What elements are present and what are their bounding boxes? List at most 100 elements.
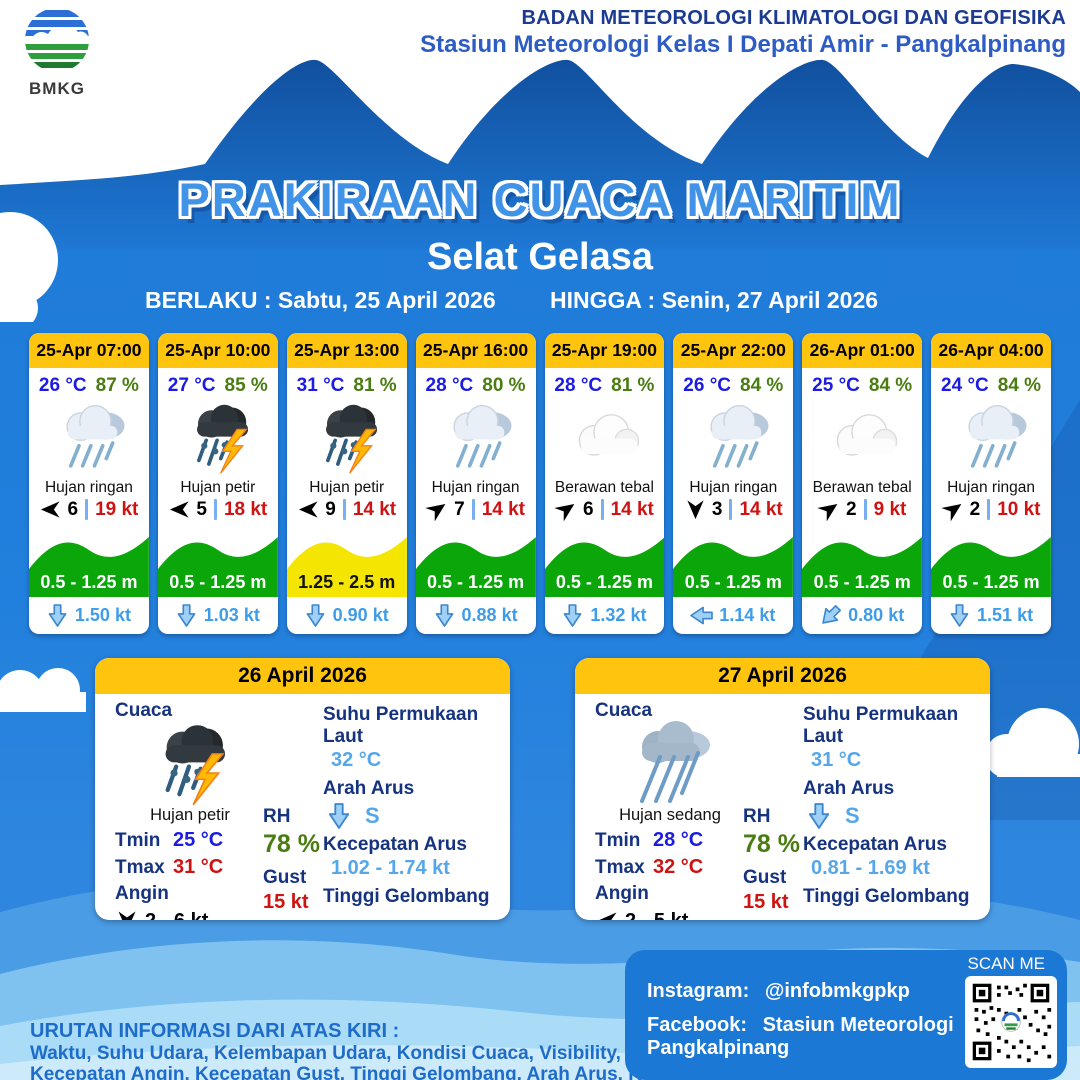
legend-title: URUTAN INFORMASI DARI ATAS KIRI : [30, 1020, 400, 1042]
wind-range: 2 - 6 kt [145, 910, 208, 921]
instagram-handle: @infobmkgpkp [764, 980, 910, 1002]
wind-row: 9 14 kt [287, 498, 407, 521]
wave-height-band: 0.1 - 0.5 m [803, 914, 963, 920]
wind-row: 2 10 kt [931, 498, 1051, 522]
tmax-value: 32 °C [653, 856, 704, 878]
current-speed: 1.03 kt [203, 605, 260, 625]
forecast-time: 25-Apr 10:00 [157, 333, 278, 368]
current-direction-icon [305, 603, 326, 628]
sst-label: Suhu Permukaan Laut [323, 704, 479, 747]
legend-line1: Waktu, Suhu Udara, Kelembapan Udara, Kon… [30, 1043, 733, 1064]
air-temperature: 31 °C [296, 375, 345, 396]
current-row: 1.03 kt [158, 597, 278, 634]
wind-range: 2 - 5 kt [625, 910, 688, 921]
daily-forecast-card: 27 April 2026 Cuaca Hujan sedang Tmin 28 … [575, 658, 990, 920]
wave-height: 0.5 - 1.25 m [942, 572, 1040, 592]
gust-speed: 14 kt [481, 498, 525, 520]
current-speed: 0.90 kt [332, 605, 389, 625]
current-speed: 1.51 kt [977, 605, 1034, 625]
daily-forecast-card: 26 April 2026 Cuaca Hujan petir Tmin 25 °… [95, 658, 510, 920]
forecast-time: 26-Apr 04:00 [931, 333, 1051, 368]
gust-speed: 14 kt [352, 498, 397, 520]
current-speed: 0.88 kt [461, 605, 518, 625]
tmin-label: Tmin [595, 830, 641, 851]
hourly-forecast-row: 25-Apr 07:00 26 °C 87 % Hujan ringan 6 1… [29, 333, 1051, 634]
rain-light-icon [931, 397, 1051, 479]
forecast-card: 25-Apr 19:00 28 °C 81 % Berawan tebal 6 … [544, 333, 665, 634]
gust-speed: 14 kt [739, 498, 783, 520]
current-speed: 1.32 kt [590, 605, 647, 625]
air-temperature: 24 °C [941, 375, 989, 396]
current-direction-icon [807, 802, 831, 830]
scan-me-label: SCAN ME [967, 954, 1045, 973]
temp-humidity-row: 31 °C 81 % [287, 375, 407, 397]
wave-height: 0.5 - 1.25 m [169, 572, 267, 592]
air-temperature: 28 °C [425, 375, 474, 396]
forecast-card: 26-Apr 01:00 25 °C 84 % Berawan tebal 2 … [802, 333, 923, 634]
thunderstorm-icon [287, 397, 407, 479]
humidity: 85 % [224, 375, 268, 396]
current-row: 0.88 kt [416, 597, 536, 634]
kecepatan-arus-label: Kecepatan Arus [323, 834, 467, 855]
wind-row: 3 14 kt [673, 498, 793, 521]
bmkg-logo-icon [25, 8, 89, 72]
wind-direction-icon [595, 909, 619, 920]
humidity: 81 % [353, 375, 397, 396]
daily-body: Cuaca Hujan petir Tmin 25 °C Tmax 31 °C An… [95, 694, 510, 920]
forecast-card: 25-Apr 16:00 28 °C 80 % Hujan ringan 7 1… [415, 333, 536, 634]
temp-humidity-row: 24 °C 84 % [931, 375, 1051, 397]
humidity: 84 % [997, 375, 1042, 396]
gust-value: 15 kt [263, 891, 309, 913]
humidity: 84 % [868, 375, 913, 396]
humidity: 87 % [95, 375, 139, 396]
valid-from-label: BERLAKU : [145, 287, 272, 313]
wind-speed: 2 [969, 498, 981, 520]
angin-label: Angin [115, 883, 169, 904]
valid-to: HINGGA : Senin, 27 April 2026 [550, 287, 878, 314]
wave-height-band: 0.5 - 1.25 m [931, 525, 1051, 597]
wind-speed: 9 [325, 498, 336, 520]
weather-condition: Hujan petir [309, 479, 385, 496]
air-temperature: 26 °C [683, 375, 732, 396]
separator-bar [600, 499, 604, 520]
gust-speed: 9 kt [873, 498, 907, 520]
wave-height: 0.5 - 1.25 m [684, 572, 782, 592]
wind-direction-icon [39, 498, 62, 521]
current-row: 1.14 kt [673, 597, 793, 634]
wind-direction-icon [937, 493, 969, 525]
org-name: BADAN METEOROLOGI KLIMATOLOGI DAN GEOFIS… [521, 7, 1066, 29]
daily-body: Cuaca Hujan sedang Tmin 28 °C Tmax 32 °C A… [575, 694, 990, 920]
wind-row: 2 - 5 kt [595, 909, 745, 920]
temp-humidity-row: 27 °C 85 % [158, 375, 278, 397]
wave-height-band: 0.5 - 1.25 m [544, 525, 665, 597]
wind-row: 2 - 6 kt [115, 909, 265, 920]
thunderstorm-icon [115, 722, 265, 806]
weather-condition: Hujan ringan [947, 479, 1036, 496]
forecast-time: 25-Apr 22:00 [673, 333, 794, 368]
cloud-decoration-left-mid [0, 668, 86, 712]
forecast-card: 25-Apr 10:00 27 °C 85 % Hujan petir 5 18… [157, 333, 278, 634]
valid-from-date: Sabtu, 25 April 2026 [277, 287, 496, 313]
current-row: 0.90 kt [287, 597, 407, 634]
wave-height-band: 0.5 - 1.25 m [29, 525, 149, 597]
forecast-time: 26-Apr 01:00 [802, 333, 923, 368]
rh-label: RH [743, 806, 771, 827]
wave-height-band: 0.5 - 1.25 m [673, 525, 794, 597]
current-direction: S [365, 803, 380, 828]
area-title: Selat Gelasa [426, 236, 654, 278]
forecast-time: 25-Apr 16:00 [415, 333, 536, 368]
air-temperature: 28 °C [554, 375, 603, 396]
air-temperature: 25 °C [812, 375, 860, 396]
wave-height-band: 0.5 - 1.25 m [415, 525, 536, 597]
sst-label: Suhu Permukaan Laut [803, 704, 959, 747]
current-direction: S [845, 803, 860, 828]
current-direction-icon [176, 603, 197, 628]
arah-arus-label: Arah Arus [323, 778, 415, 799]
gust-speed: 10 kt [997, 498, 1041, 520]
bmkg-logo-text: BMKG [29, 79, 85, 98]
separator-bar [85, 499, 89, 520]
facebook-label: Facebook: [647, 1014, 748, 1036]
sst-value: 31 °C [811, 749, 862, 771]
wave-height: 0.5 - 1.25 m [813, 572, 911, 592]
forecast-time: 25-Apr 07:00 [29, 333, 149, 368]
